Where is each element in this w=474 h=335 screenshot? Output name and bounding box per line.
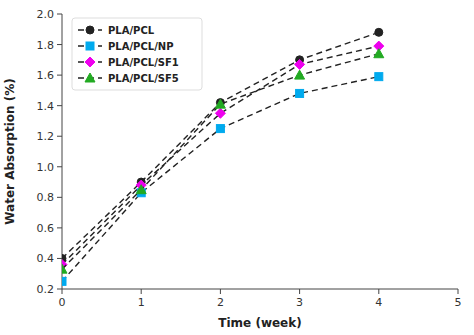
point <box>296 89 304 97</box>
legend-marker <box>86 26 94 34</box>
x-tick-label: 0 <box>59 296 66 309</box>
axes: 0 1 2 3 4 5 0.2 0.4 0.6 0.8 1.0 1.2 1.4 1.6 1.8 2.0 <box>37 8 462 309</box>
legend-marker <box>85 73 95 82</box>
legend-label: PLA/PCL/SF1 <box>108 57 179 68</box>
y-tick <box>57 14 62 15</box>
y-tick <box>57 166 62 167</box>
y-tick-label: 0.8 <box>37 191 55 204</box>
x-tick <box>378 289 379 294</box>
point <box>215 99 225 108</box>
y-tick <box>57 44 62 45</box>
point <box>216 125 224 133</box>
x-tick <box>299 289 300 294</box>
point <box>215 108 225 118</box>
legend-label: PLA/PCL/NP <box>108 41 173 52</box>
point <box>295 59 305 69</box>
y-axis-label: Water Absorption (%) <box>3 78 17 224</box>
line <box>62 46 379 264</box>
x-axis-line <box>62 289 458 290</box>
y-tick-label: 0.6 <box>37 222 55 235</box>
point <box>295 70 305 79</box>
y-tick-label: 0.2 <box>37 283 55 296</box>
point <box>375 28 383 36</box>
point <box>375 73 383 81</box>
series <box>62 49 384 273</box>
y-tick-label: 1.8 <box>37 39 55 52</box>
y-tick <box>57 75 62 76</box>
x-tick <box>141 289 142 294</box>
y-tick <box>57 258 62 259</box>
x-tick-label: 2 <box>217 296 224 309</box>
x-tick-label: 3 <box>296 296 303 309</box>
x-tick-label: 5 <box>455 296 462 309</box>
legend-marker <box>85 57 95 67</box>
y-tick <box>57 227 62 228</box>
y-tick-label: 1.0 <box>37 161 55 174</box>
y-tick-label: 0.4 <box>37 252 55 265</box>
y-axis-line <box>62 14 63 289</box>
line <box>62 77 379 282</box>
point <box>62 277 66 285</box>
x-axis-label: Time (week) <box>218 316 301 330</box>
chart: 0 1 2 3 4 5 0.2 0.4 0.6 0.8 1.0 1.2 1.4 1.6 1.8 2.0 Time… <box>0 0 474 335</box>
y-tick <box>57 105 62 106</box>
point <box>374 49 384 58</box>
y-tick <box>57 197 62 198</box>
y-tick-label: 2.0 <box>37 8 55 21</box>
x-tick-label: 1 <box>138 296 145 309</box>
y-tick <box>57 289 62 290</box>
y-tick-label: 1.6 <box>37 69 55 82</box>
x-tick <box>62 289 63 294</box>
legend-box <box>72 18 202 90</box>
line <box>62 32 379 258</box>
y-tick-label: 1.2 <box>37 130 55 143</box>
y-tick-label: 1.4 <box>37 100 55 113</box>
y-tick <box>57 136 62 137</box>
legend-label: PLA/PCL <box>108 25 155 36</box>
legend: PLA/PCL PLA/PCL/NP PLA/PCL/SF1 PLA/PCL/SF5 <box>72 18 202 90</box>
plot-area <box>62 28 384 285</box>
x-tick <box>458 289 459 294</box>
series <box>62 73 383 286</box>
legend-marker <box>86 42 94 50</box>
series <box>62 41 384 269</box>
legend-label: PLA/PCL/SF5 <box>108 73 179 84</box>
x-tick <box>220 289 221 294</box>
point <box>136 185 146 194</box>
point <box>62 264 67 273</box>
x-tick-label: 4 <box>375 296 382 309</box>
